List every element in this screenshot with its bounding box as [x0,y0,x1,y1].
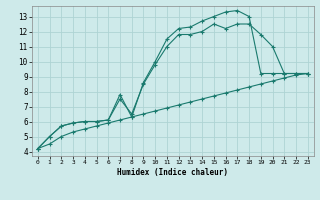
X-axis label: Humidex (Indice chaleur): Humidex (Indice chaleur) [117,168,228,177]
